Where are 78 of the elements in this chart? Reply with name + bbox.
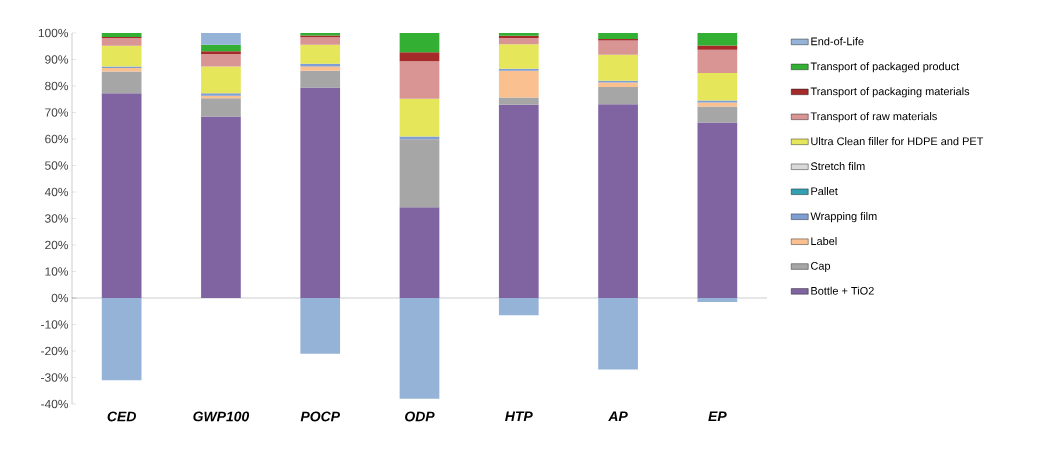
bar bbox=[598, 33, 638, 40]
bar bbox=[498, 97, 539, 105]
y-tick-label: -30% bbox=[41, 373, 69, 382]
bar bbox=[498, 298, 539, 316]
bar bbox=[598, 40, 638, 55]
x-tick-label: AP bbox=[608, 411, 628, 422]
bar bbox=[101, 45, 142, 67]
bar bbox=[101, 71, 142, 94]
bar bbox=[300, 44, 341, 64]
bar bbox=[399, 52, 440, 62]
legend-label: Transport of packaged product bbox=[810, 62, 960, 73]
y-tick-label: -40% bbox=[41, 399, 69, 409]
y-tick-label: 10% bbox=[45, 267, 69, 276]
y-tick-label: 100% bbox=[38, 28, 69, 38]
legend-label: Transport of packaging materials bbox=[810, 87, 970, 98]
y-tick-label: -10% bbox=[41, 320, 69, 329]
x-tick-label: ODP bbox=[405, 411, 435, 422]
legend-label: Pallet bbox=[811, 187, 838, 196]
bar bbox=[399, 298, 440, 399]
y-tick-label: 80% bbox=[45, 81, 69, 91]
bar bbox=[201, 51, 241, 54]
bar bbox=[201, 98, 241, 117]
bar bbox=[399, 139, 440, 208]
bar bbox=[101, 298, 142, 381]
y-tick-label: 90% bbox=[45, 55, 69, 64]
bar bbox=[201, 66, 241, 94]
bar bbox=[598, 87, 638, 105]
bar bbox=[697, 73, 738, 101]
y-tick-label: 70% bbox=[45, 108, 69, 117]
x-tick-label: POCP bbox=[300, 411, 340, 422]
bar bbox=[201, 53, 241, 67]
legend-label: Transport of raw materials bbox=[810, 112, 937, 123]
bar bbox=[300, 87, 341, 298]
y-tick-label: 0% bbox=[51, 293, 69, 303]
bar bbox=[399, 98, 440, 137]
y-tick-label: 40% bbox=[44, 187, 69, 197]
bar bbox=[697, 122, 738, 298]
bar bbox=[697, 298, 738, 302]
bar bbox=[697, 102, 738, 107]
bar bbox=[697, 106, 738, 123]
bar bbox=[201, 116, 241, 298]
y-tick-label: 50% bbox=[45, 161, 69, 170]
legend-label: End-of-Life bbox=[811, 37, 864, 46]
bar bbox=[399, 61, 440, 99]
bar bbox=[300, 37, 341, 45]
bar bbox=[498, 104, 539, 298]
x-tick-label: EP bbox=[708, 411, 727, 422]
legend-label: Wrapping film bbox=[810, 212, 877, 223]
bar bbox=[101, 38, 142, 46]
y-tick-label: 30% bbox=[45, 214, 69, 223]
bar bbox=[300, 66, 341, 71]
bar bbox=[201, 33, 241, 45]
bar bbox=[300, 70, 341, 88]
x-tick-label: GWP100 bbox=[193, 411, 250, 422]
x-tick-label: CED bbox=[107, 411, 136, 422]
bar bbox=[300, 298, 341, 354]
bar bbox=[201, 44, 241, 52]
bar bbox=[697, 49, 738, 74]
legend-label: Label bbox=[811, 237, 837, 246]
bar bbox=[498, 44, 539, 69]
bar bbox=[697, 33, 738, 46]
bar bbox=[399, 207, 440, 298]
bar bbox=[101, 93, 142, 298]
y-tick-label: 60% bbox=[45, 134, 69, 144]
bar bbox=[399, 33, 440, 53]
legend-label: Stretch film bbox=[810, 162, 865, 171]
bar bbox=[498, 70, 539, 98]
legend-label: Bottle + TiO2 bbox=[811, 286, 874, 295]
bar bbox=[598, 298, 638, 370]
x-tick-label: HTP bbox=[505, 411, 533, 422]
y-tick-label: 20% bbox=[45, 240, 69, 250]
y-tick-label: -20% bbox=[41, 346, 69, 356]
bar bbox=[498, 38, 539, 45]
legend-label: Cap bbox=[811, 261, 831, 272]
bar bbox=[697, 45, 738, 50]
bar bbox=[598, 54, 638, 81]
bar bbox=[598, 104, 638, 298]
legend-label: Ultra Clean filler for HDPE and PET bbox=[811, 137, 984, 146]
